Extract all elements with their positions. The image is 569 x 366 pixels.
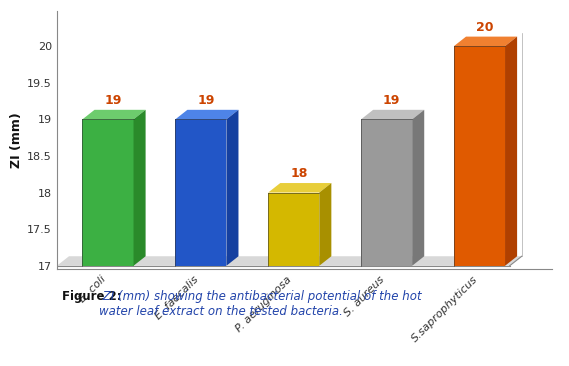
Text: 19: 19: [197, 94, 215, 107]
Text: 19: 19: [383, 94, 401, 107]
Polygon shape: [83, 110, 146, 119]
Polygon shape: [454, 46, 505, 266]
Polygon shape: [505, 37, 517, 266]
Polygon shape: [361, 119, 412, 266]
Polygon shape: [454, 37, 517, 46]
Y-axis label: ZI (mm): ZI (mm): [10, 112, 23, 168]
Polygon shape: [268, 183, 331, 193]
Polygon shape: [175, 119, 226, 266]
Text: Figure 2:: Figure 2:: [62, 290, 121, 303]
Text: 18: 18: [290, 167, 307, 180]
Polygon shape: [83, 119, 134, 266]
Polygon shape: [268, 193, 319, 266]
Text: 19: 19: [104, 94, 122, 107]
Text: 20: 20: [476, 20, 493, 34]
Polygon shape: [319, 183, 331, 266]
Polygon shape: [226, 110, 238, 266]
Polygon shape: [134, 110, 146, 266]
Text: ZI (mm) showing the antibacterial potential of the hot
water leaf extract on the: ZI (mm) showing the antibacterial potent…: [99, 290, 422, 318]
Polygon shape: [57, 256, 522, 266]
Polygon shape: [361, 110, 424, 119]
Polygon shape: [175, 110, 238, 119]
Polygon shape: [412, 110, 424, 266]
